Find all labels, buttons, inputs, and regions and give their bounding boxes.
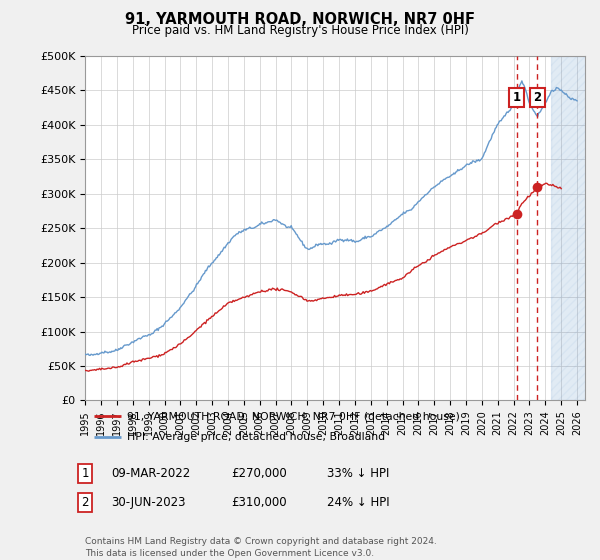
Text: 2: 2 [533,91,541,104]
Text: 30-JUN-2023: 30-JUN-2023 [111,496,185,509]
Text: 33% ↓ HPI: 33% ↓ HPI [327,466,389,480]
Bar [551,56,600,400]
Text: Contains HM Land Registry data © Crown copyright and database right 2024.
This d: Contains HM Land Registry data © Crown c… [85,537,437,558]
Text: 1: 1 [82,466,89,480]
Text: HPI: Average price, detached house, Broadland: HPI: Average price, detached house, Broa… [127,432,386,442]
Text: £310,000: £310,000 [231,496,287,509]
Text: 91, YARMOUTH ROAD, NORWICH, NR7 0HF: 91, YARMOUTH ROAD, NORWICH, NR7 0HF [125,12,475,27]
Bar [551,56,600,400]
Text: 91, YARMOUTH ROAD, NORWICH, NR7 0HF (detached house): 91, YARMOUTH ROAD, NORWICH, NR7 0HF (det… [127,411,460,421]
Text: 2: 2 [82,496,89,509]
Text: Price paid vs. HM Land Registry's House Price Index (HPI): Price paid vs. HM Land Registry's House … [131,24,469,36]
Text: £270,000: £270,000 [231,466,287,480]
Text: 24% ↓ HPI: 24% ↓ HPI [327,496,389,509]
Text: 09-MAR-2022: 09-MAR-2022 [111,466,190,480]
Text: 1: 1 [512,91,521,104]
